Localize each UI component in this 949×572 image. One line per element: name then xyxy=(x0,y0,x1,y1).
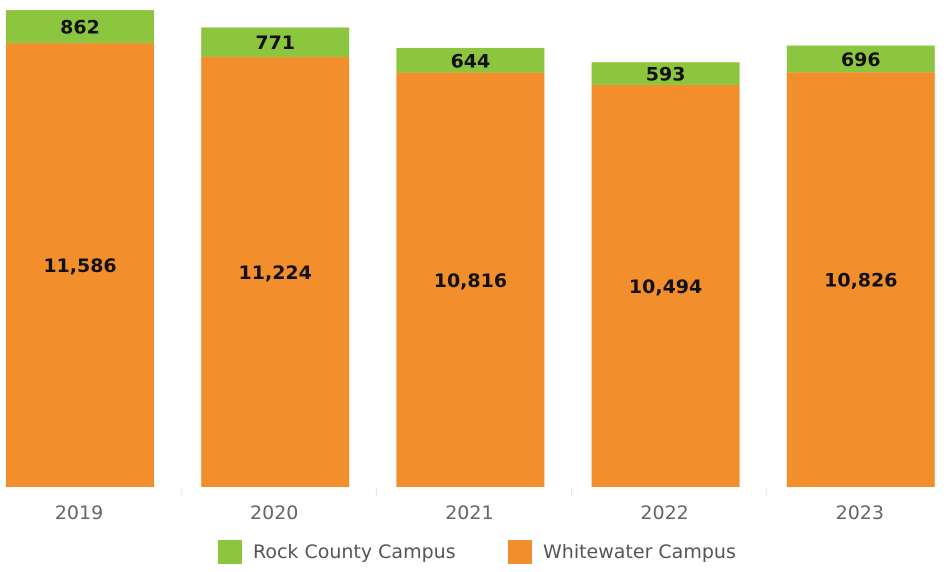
bar-rock-county-campus-2020 xyxy=(201,27,350,57)
x-tick-label-2020: 2020 xyxy=(250,502,298,524)
bar-rock-county-campus-2022 xyxy=(591,62,740,85)
data-label-whitewater-campus-2022: 10,494 xyxy=(629,276,702,298)
legend: Rock County Campus Whitewater Campus xyxy=(0,540,949,572)
legend-swatch-rock-county xyxy=(218,540,242,564)
bar-rock-county-campus-2023 xyxy=(786,45,935,73)
data-label-whitewater-campus-2021: 10,816 xyxy=(434,270,507,292)
data-label-rock-county-campus-2020: 771 xyxy=(255,32,295,54)
data-label-rock-county-campus-2023: 696 xyxy=(841,49,881,71)
bar-rock-county-campus-2021 xyxy=(396,47,545,73)
x-tick-label-2019: 2019 xyxy=(55,502,103,524)
bar-rock-county-campus-2019 xyxy=(6,10,154,44)
data-label-rock-county-campus-2019: 862 xyxy=(60,17,100,39)
legend-item-rock-county: Rock County Campus xyxy=(218,540,456,564)
data-label-rock-county-campus-2022: 593 xyxy=(646,64,686,86)
bar-whitewater-campus-2021 xyxy=(396,72,545,488)
data-label-whitewater-campus-2019: 11,586 xyxy=(43,255,116,277)
legend-label-rock-county: Rock County Campus xyxy=(253,541,456,563)
data-label-whitewater-campus-2020: 11,224 xyxy=(239,262,312,284)
data-label-whitewater-campus-2023: 10,826 xyxy=(824,270,897,292)
legend-swatch-whitewater xyxy=(508,540,532,564)
bar-whitewater-campus-2023 xyxy=(786,72,935,487)
x-tick-label-2023: 2023 xyxy=(836,502,884,524)
x-tick-label-2022: 2022 xyxy=(640,502,688,524)
legend-label-whitewater: Whitewater Campus xyxy=(543,541,736,563)
x-tick-label-2021: 2021 xyxy=(445,502,493,524)
bar-whitewater-campus-2022 xyxy=(591,84,740,487)
legend-item-whitewater: Whitewater Campus xyxy=(508,540,736,564)
bar-whitewater-campus-2019 xyxy=(6,43,154,487)
data-label-rock-county-campus-2021: 644 xyxy=(451,50,491,72)
bar-whitewater-campus-2020 xyxy=(201,56,350,488)
stacked-bar-chart: 11,586 862 2019 11,224 771 2020 10,816 644 2021 1… xyxy=(6,10,935,524)
